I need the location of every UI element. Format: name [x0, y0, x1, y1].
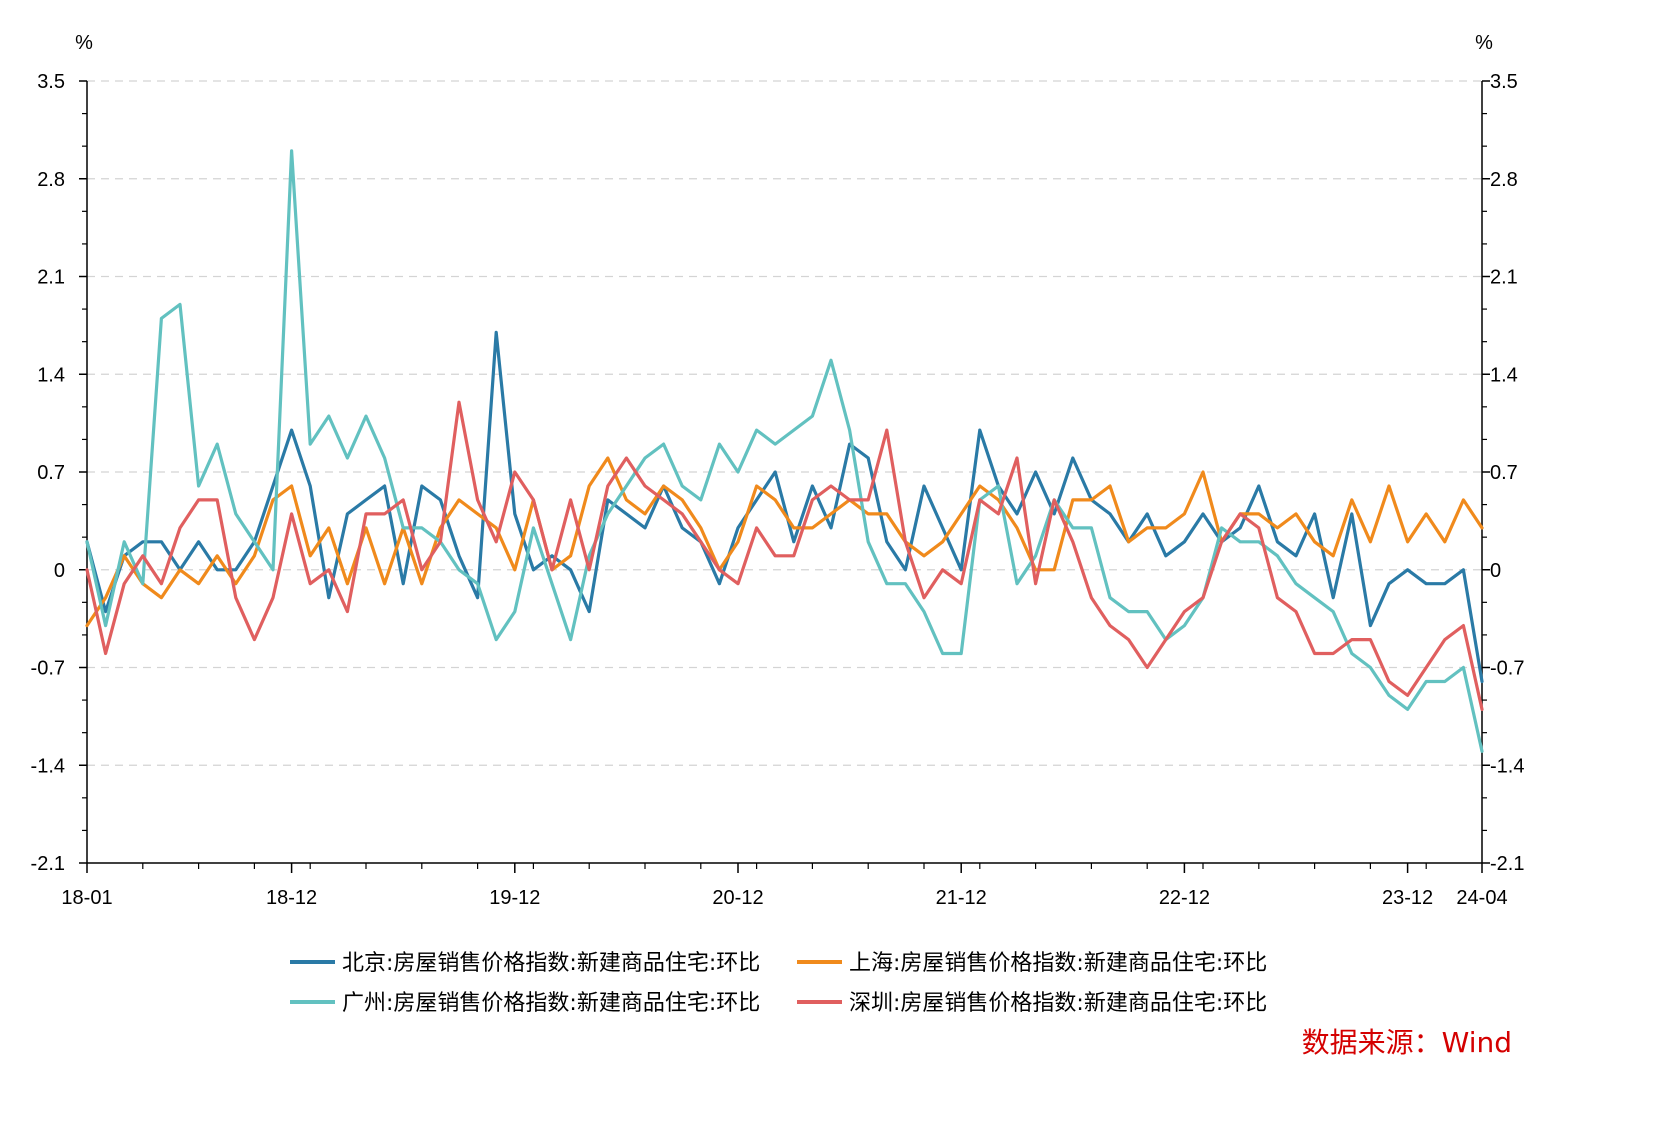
series-line-shanghai [85, 456, 1484, 628]
left-unit-label: % [75, 32, 93, 54]
x-tick-label: 23-12 [1382, 887, 1433, 909]
y-tick-label-right: -2.1 [1490, 853, 1524, 875]
axis-ticks: -2.1 -2.1 -1.4 -1.4 -0.7 -0.7 0 0 0.7 0.7 1.4 1.4 2.… [31, 71, 1525, 909]
x-tick-label: 21-12 [936, 887, 987, 909]
y-tick-label-left: 3.5 [37, 71, 65, 93]
y-tick-label-left: -1.4 [31, 755, 65, 777]
y-tick-label-right: 3.5 [1490, 71, 1518, 93]
right-unit-label: % [1475, 32, 1493, 54]
x-tick-label: 22-12 [1159, 887, 1210, 909]
series-line-guangzhou [85, 149, 1484, 753]
y-tick-label-left: 2.1 [37, 267, 65, 289]
y-tick-label-left: 1.4 [37, 364, 65, 386]
legend-label-shanghai: 上海:房屋销售价格指数:新建商品住宅:环比 [849, 951, 1267, 976]
legend-item-guangzhou: 广州:房屋销售价格指数:新建商品住宅:环比 [290, 991, 760, 1016]
y-tick-label-left: 0 [54, 560, 65, 582]
x-tick-label: 18-12 [266, 887, 317, 909]
y-tick-label-right: 0.7 [1490, 462, 1518, 484]
y-tick-label-left: 0.7 [37, 462, 65, 484]
y-tick-label-left: -0.7 [31, 658, 65, 680]
legend-label-guangzhou: 广州:房屋销售价格指数:新建商品住宅:环比 [342, 991, 760, 1016]
legend: 北京:房屋销售价格指数:新建商品住宅:环比 上海:房屋销售价格指数:新建商品住宅… [290, 951, 1267, 1016]
y-tick-label-right: 1.4 [1490, 364, 1518, 386]
x-tick-label: 24-04 [1456, 887, 1507, 909]
y-tick-label-right: 0 [1490, 560, 1501, 582]
y-tick-label-left: 2.8 [37, 169, 65, 191]
y-tick-label-left: -2.1 [31, 853, 65, 875]
legend-item-beijing: 北京:房屋销售价格指数:新建商品住宅:环比 [290, 951, 760, 976]
series-line-shenzhen [85, 400, 1484, 712]
legend-item-shanghai: 上海:房屋销售价格指数:新建商品住宅:环比 [797, 951, 1267, 976]
y-tick-label-right: 2.1 [1490, 267, 1518, 289]
y-tick-label-right: -1.4 [1490, 755, 1524, 777]
x-tick-label: 19-12 [489, 887, 540, 909]
legend-item-shenzhen: 深圳:房屋销售价格指数:新建商品住宅:环比 [797, 991, 1267, 1016]
y-tick-label-right: -0.7 [1490, 658, 1524, 680]
y-tick-label-right: 2.8 [1490, 169, 1518, 191]
legend-label-beijing: 北京:房屋销售价格指数:新建商品住宅:环比 [342, 951, 760, 976]
legend-label-shenzhen: 深圳:房屋销售价格指数:新建商品住宅:环比 [849, 991, 1267, 1016]
axes [86, 81, 1483, 864]
x-tick-label: 20-12 [712, 887, 763, 909]
gridlines [87, 80, 1482, 766]
series-lines [85, 149, 1484, 753]
source-label: 数据来源：Wind [1302, 1026, 1512, 1059]
x-tick-label: 18-01 [61, 887, 112, 909]
